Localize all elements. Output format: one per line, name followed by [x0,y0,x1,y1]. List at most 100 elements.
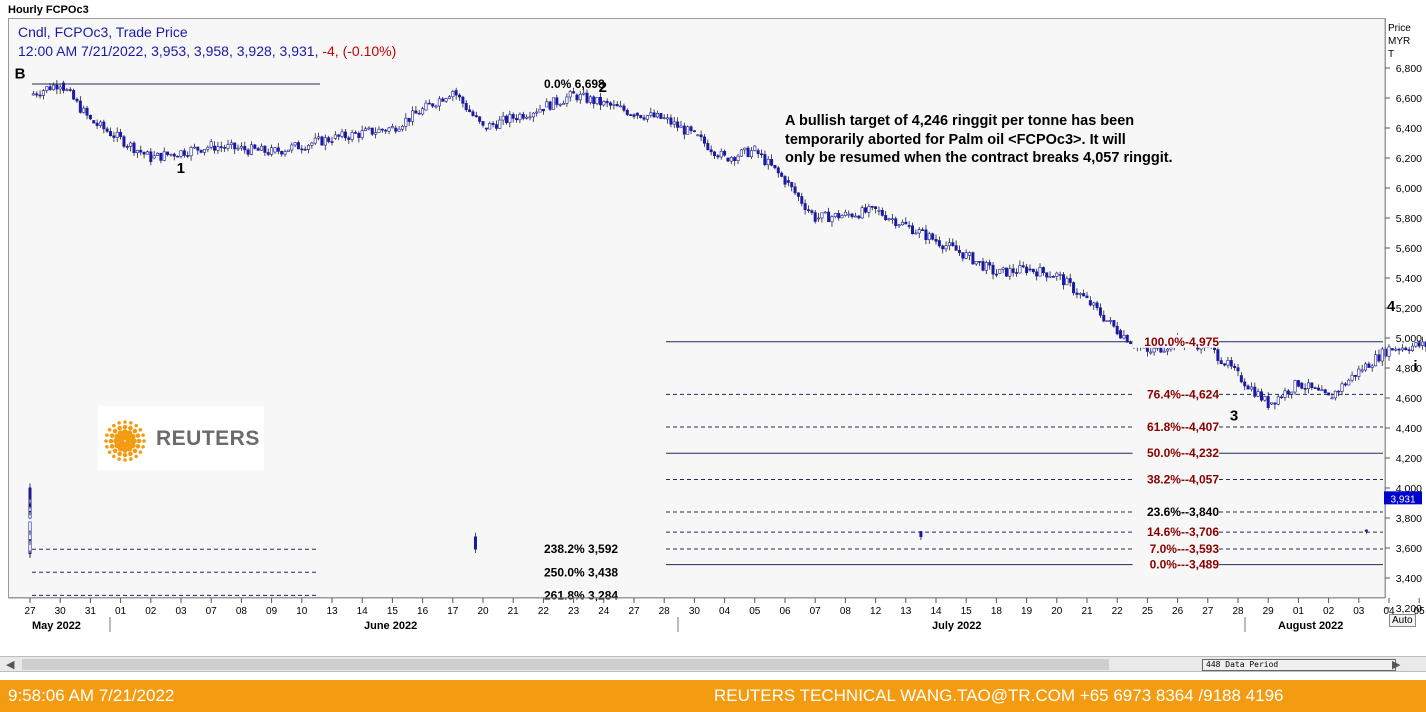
price-tick-label: 6,200 [1396,153,1422,165]
candle-body [753,145,757,151]
time-tick-label: 09 [266,606,278,617]
price-tick-label: 6,400 [1396,123,1422,135]
month-label: May 2022 [32,620,81,632]
scroll-left-icon[interactable]: ◀ [6,659,15,671]
candle-body [427,102,431,105]
candle-body [1085,295,1089,298]
candle-body [978,261,982,263]
candle-body [431,103,435,107]
candle-body [1280,396,1284,399]
candle-body [981,261,985,271]
candle-body [132,142,136,154]
candle-body [1327,392,1331,396]
candle-body [971,252,975,265]
candle-body [290,144,294,151]
candle-body [746,147,750,157]
candle-body [478,116,482,122]
candle-body [1263,396,1267,401]
logo-dot [141,433,145,437]
candle-body [1062,274,1066,286]
candle-body [1410,345,1414,351]
candle-body [172,153,176,157]
candle-body [1239,375,1243,383]
candle-body [471,111,475,116]
candle-body [364,128,368,131]
time-tick-label: 27 [628,606,640,617]
candle-body [1001,267,1005,270]
last-bar-info: 12:00 AM 7/21/2022, 3,953, 3,958, 3,928,… [18,43,396,59]
logo-dot [117,451,122,457]
price-tick-label: 4,400 [1396,423,1422,435]
auto-scale-button[interactable]: Auto [1389,614,1416,627]
candle-body [488,123,492,130]
candle-body [857,215,861,219]
candle-body [609,102,613,106]
candle-body [957,250,961,253]
candle-body [1303,388,1307,390]
candle-body [833,213,837,217]
price-tick-label: 6,800 [1396,63,1422,75]
candle-body [310,142,314,146]
fib-level-label: 7.0%---3,593 [1150,542,1220,556]
scroll-right-icon[interactable]: ▶ [1392,659,1401,671]
candle-body [659,113,663,119]
time-tick-label: 21 [508,606,520,617]
candle-body [756,150,760,155]
candle-body [907,225,911,227]
candle-body [515,118,519,121]
candle-body [696,134,700,137]
candle-body [1397,348,1401,351]
candle-body [424,102,428,111]
candle-body [313,137,317,144]
candle-body [1290,391,1294,395]
candle-body [1404,347,1408,351]
candle-body [72,90,76,100]
candle-body [615,104,619,107]
candle-body [531,112,535,118]
candle-body [541,108,545,112]
candle-body [464,103,468,111]
logo-dot [117,457,121,461]
candle-body [202,149,206,153]
candle-body [377,128,381,133]
candle-body [1283,390,1287,398]
candle-body [692,130,696,132]
price-tick-label: 4,200 [1396,453,1422,465]
candle-body [494,124,498,129]
scroll-thumb[interactable] [22,659,1109,670]
candle-body [481,121,485,126]
fib-level-label: 76.4%--4,624 [1147,387,1219,401]
candle-body [397,128,401,132]
candle-body [491,123,495,125]
price-tick-label: 6,000 [1396,183,1422,195]
fib-label-backing [1132,472,1219,486]
fib-level-label: 61.8%--4,407 [1147,420,1219,434]
candle-body [1417,342,1421,347]
candle-body [260,145,264,151]
logo-dot [132,428,138,434]
candle-body [1350,374,1354,381]
candle-body [951,242,955,246]
time-tick-label: 03 [175,606,187,617]
reuters-logo: REUTERS [98,406,264,470]
candle-body [676,121,680,128]
wave-label: 4 [1387,298,1396,315]
time-tick-label: 17 [447,606,459,617]
candle-body [884,215,888,220]
time-scrollbar[interactable]: ◀ 448 Data Period ▶ [0,656,1426,672]
candle-body [860,207,864,219]
candle-body [934,238,938,242]
chart-svg[interactable]: 100.0%-4,975 76.4%--4,624 61.8%--4,407 50.0… [0,0,1426,640]
candle-body [827,211,831,223]
candle-body [679,125,683,128]
candle-body [535,111,539,114]
candle-body [518,113,522,121]
time-tick-label: 28 [1232,606,1244,617]
candle-body [1286,390,1290,395]
logo-dot [135,433,141,438]
logo-dot [131,438,137,444]
candle-body [1390,348,1394,351]
fib-level-label: 23.6%--3,840 [1147,505,1219,519]
candle-body [508,114,512,123]
candle-body [645,115,649,120]
